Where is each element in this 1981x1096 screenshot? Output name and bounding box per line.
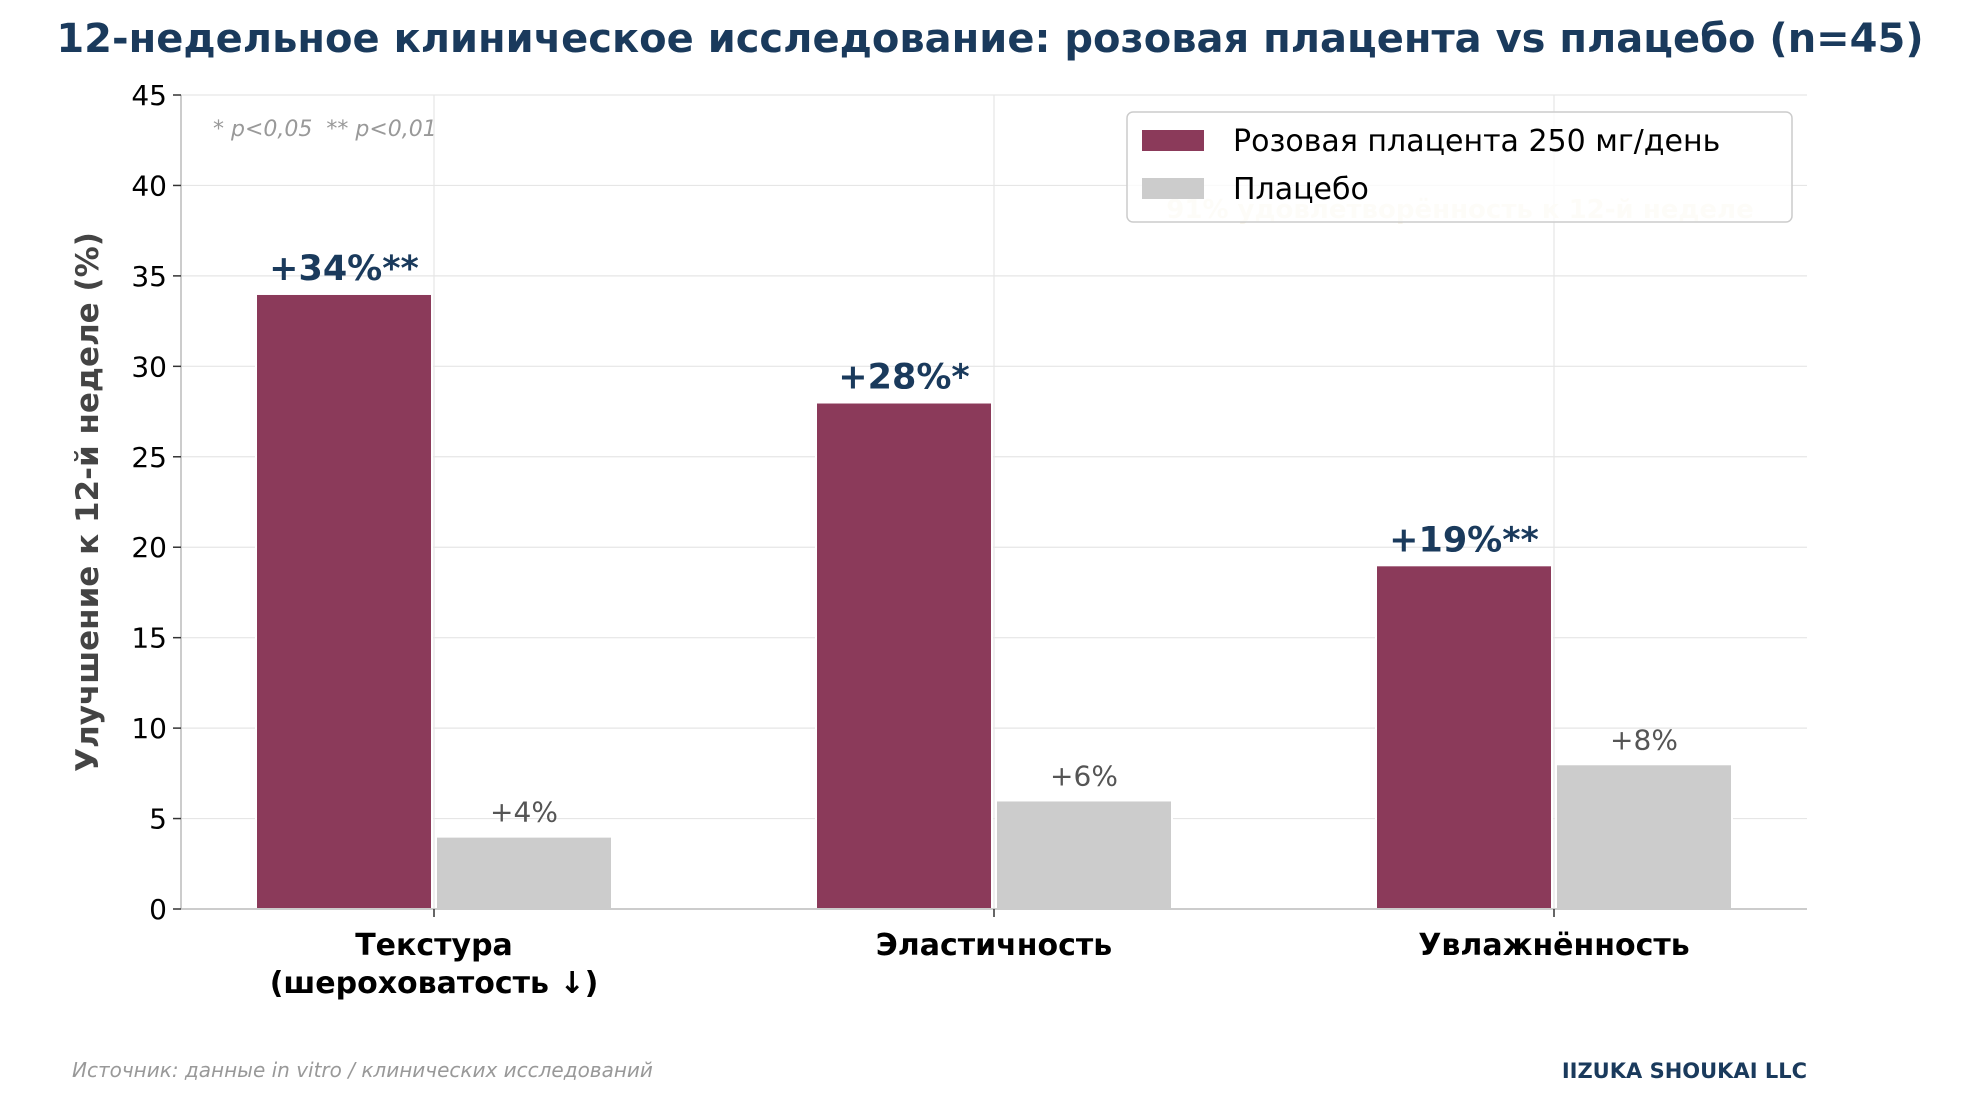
data-label-treatment: +28%* bbox=[838, 358, 969, 398]
legend: Розовая плацента 250 мг/день Плацебо bbox=[1126, 111, 1793, 223]
y-tick-label: 35 bbox=[131, 260, 167, 293]
legend-swatch bbox=[1142, 178, 1204, 199]
data-label-placebo: +4% bbox=[490, 796, 558, 829]
bar-treatment bbox=[1375, 564, 1553, 910]
y-tick-label: 5 bbox=[149, 803, 167, 836]
bar-treatment bbox=[255, 292, 433, 910]
data-label-placebo: +6% bbox=[1050, 759, 1118, 792]
grid-lines bbox=[181, 94, 1807, 909]
y-ticks-group: 0 5 10 15 20 25 30 35 40 45 bbox=[131, 79, 181, 926]
x-ticks-group: Текстура(шероховатость ↓) Эластичность Увл… bbox=[270, 909, 1690, 1001]
y-tick-label: 40 bbox=[131, 169, 167, 202]
bars-group bbox=[255, 292, 1733, 911]
y-tick-label: 25 bbox=[131, 441, 167, 474]
y-tick-label: 15 bbox=[131, 622, 167, 655]
legend-swatch bbox=[1142, 130, 1204, 151]
chart-title: 12-недельное клиническое исследование: р… bbox=[56, 16, 1923, 62]
y-tick-label: 0 bbox=[149, 893, 167, 926]
y-axis-label: Улучшение к 12-й неделе (%) bbox=[70, 232, 106, 772]
legend-label: Розовая плацента 250 мг/день bbox=[1233, 124, 1720, 159]
significance-note: * p<0,05 ** p<0,01 bbox=[213, 117, 437, 142]
bar-placebo bbox=[995, 799, 1173, 911]
legend-box bbox=[1126, 111, 1793, 223]
bar-treatment bbox=[815, 401, 993, 910]
bar-labels-group: +34%** +28%* +19%** +4% +6% +8% bbox=[269, 249, 1678, 829]
x-tick-label: (шероховатость ↓) bbox=[270, 966, 599, 1001]
x-tick-label: Увлажнённость bbox=[1418, 928, 1689, 963]
data-label-treatment: +19%** bbox=[1389, 520, 1539, 560]
bar-placebo bbox=[435, 835, 613, 911]
y-tick-label: 20 bbox=[131, 531, 167, 564]
bar-placebo bbox=[1555, 763, 1733, 910]
data-label-placebo: +8% bbox=[1610, 723, 1678, 756]
y-tick-label: 10 bbox=[131, 712, 167, 745]
x-tick-label: Текстура bbox=[355, 928, 513, 963]
source-note: Источник: данные in vitro / клинических … bbox=[72, 1058, 653, 1082]
brand-label: IIZUKA SHOUKAI LLC bbox=[1562, 1059, 1807, 1083]
y-tick-label: 30 bbox=[131, 350, 167, 383]
legend-label: Плацебо bbox=[1233, 172, 1369, 207]
x-tick-label: Эластичность bbox=[876, 928, 1113, 963]
data-label-treatment: +34%** bbox=[269, 249, 419, 289]
y-tick-label: 45 bbox=[131, 79, 167, 112]
